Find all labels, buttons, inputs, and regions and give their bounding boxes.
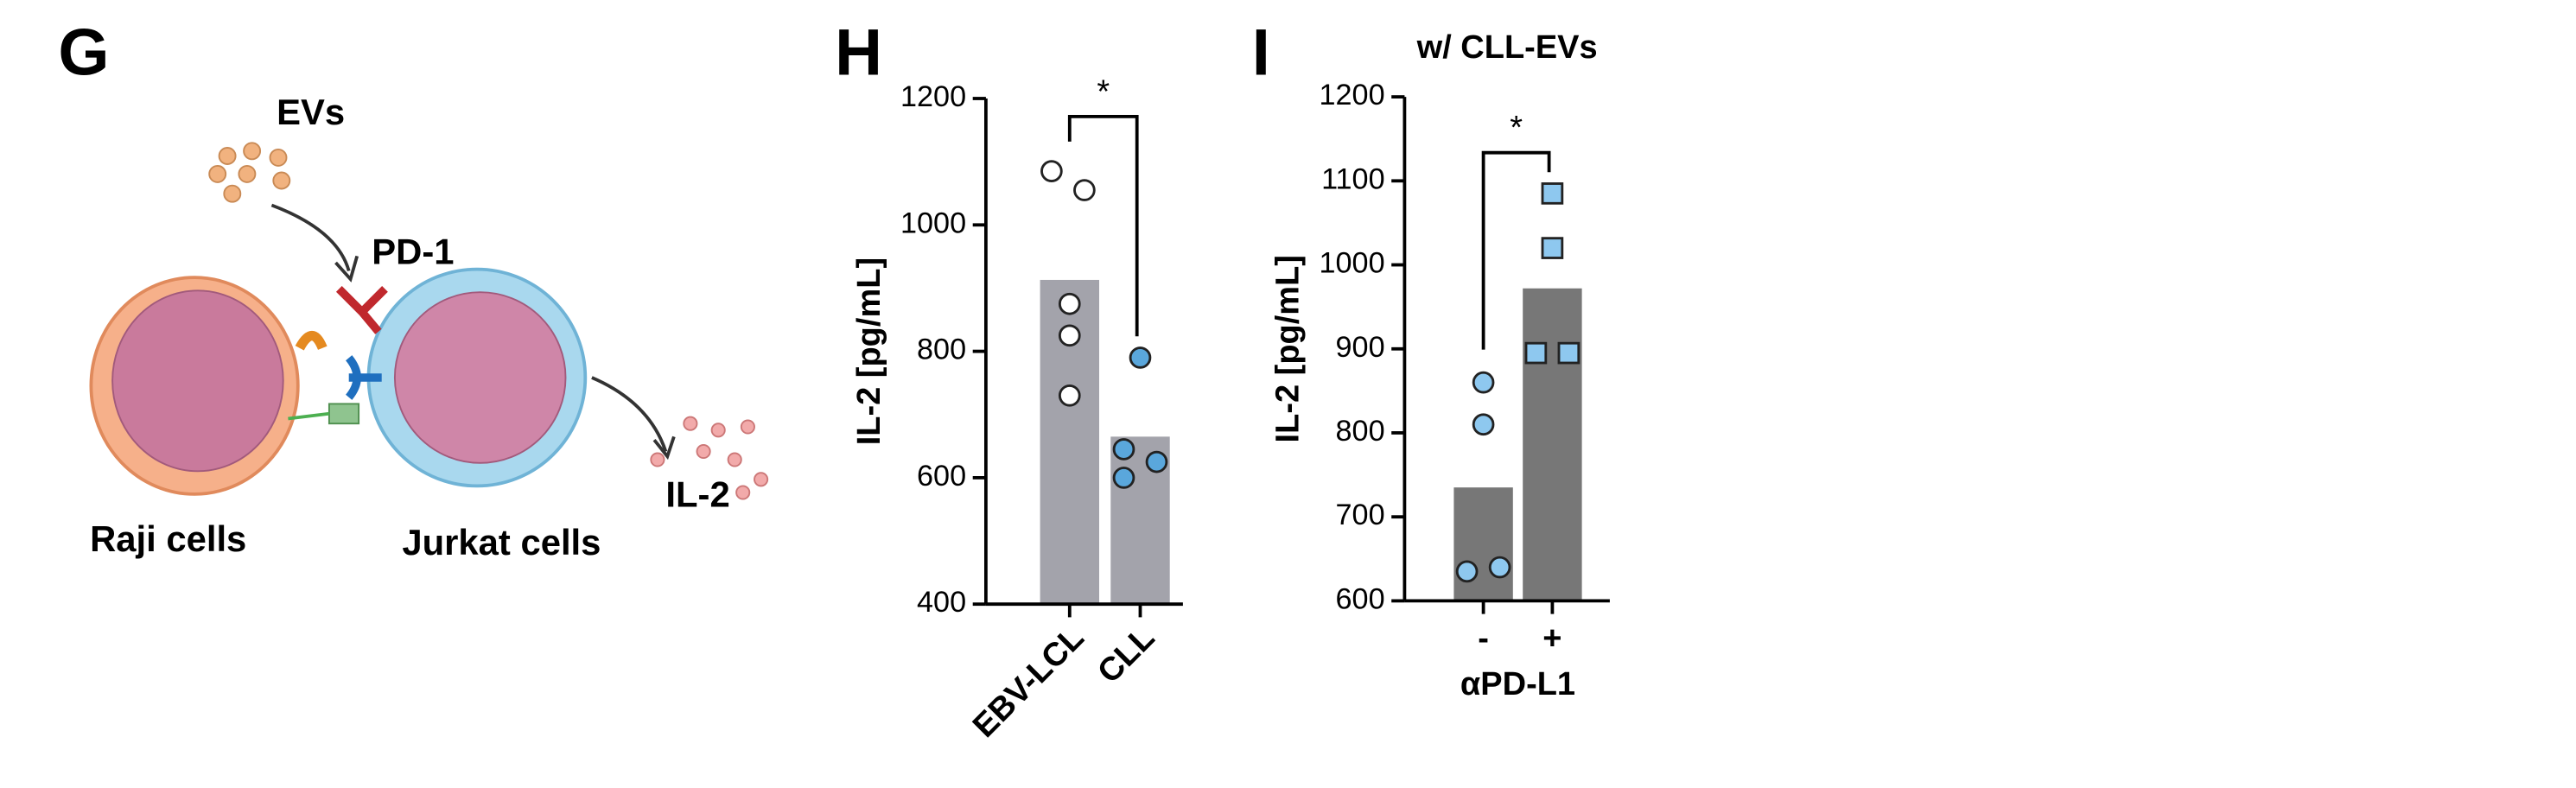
panel-letter: G	[58, 16, 109, 90]
data-point	[1557, 341, 1581, 365]
y-tick-label: 1200	[1320, 79, 1385, 111]
data-point	[1524, 341, 1548, 365]
data-point	[1541, 182, 1564, 205]
x-tick-label: CLL	[1091, 620, 1161, 690]
arrow	[270, 203, 351, 272]
data-point	[1112, 438, 1135, 461]
receptor	[345, 355, 382, 400]
bar	[1453, 487, 1513, 601]
label: EVs	[277, 92, 345, 132]
x-tick-label: -	[1478, 620, 1489, 657]
y-tick-label: 700	[1336, 499, 1385, 531]
panel-letter: I	[1252, 16, 1270, 90]
data-point	[1541, 237, 1564, 259]
pd1-receptor	[335, 286, 388, 334]
data-point	[1058, 292, 1081, 315]
arrow	[591, 376, 668, 453]
y-tick-label: 800	[1336, 415, 1385, 448]
data-point	[1472, 371, 1495, 394]
y-tick-label: 1000	[1320, 247, 1385, 280]
link	[288, 411, 330, 421]
x-tick-label: EBV-LCL	[966, 620, 1091, 745]
significance-bracket	[1067, 115, 1139, 337]
x-tick-label: +	[1542, 620, 1562, 657]
il2-dots	[650, 416, 769, 500]
data-point	[1040, 160, 1063, 182]
y-tick-label: 900	[1336, 331, 1385, 364]
data-point	[1488, 556, 1511, 579]
y-tick-label: 600	[1336, 582, 1385, 615]
panel-letter: H	[835, 16, 882, 90]
panel-g: G EVs PD-1 IL-2 Raji cells Jurkat cells	[58, 16, 769, 562]
data-point	[1472, 413, 1495, 436]
y-tick-label: 600	[917, 460, 966, 492]
data-point	[1145, 450, 1168, 473]
y-tick-label: 400	[917, 586, 966, 619]
label: IL-2	[665, 474, 729, 515]
label: PD-1	[372, 232, 454, 272]
bar	[1523, 288, 1582, 601]
significance-label: *	[1510, 110, 1523, 146]
jurkat-nucleus	[393, 291, 567, 464]
chart-title: w/ CLL-EVs	[1416, 29, 1598, 66]
x-axis-label: αPD-L1	[1460, 666, 1575, 702]
y-tick-label: 800	[917, 334, 966, 366]
y-tick-label: 1000	[900, 207, 966, 239]
data-point	[1058, 384, 1081, 407]
y-axis-label: IL-2 [pg/mL]	[851, 257, 887, 445]
data-point	[1058, 324, 1081, 347]
data-point	[1073, 179, 1096, 201]
significance-label: *	[1097, 73, 1110, 110]
y-tick-label: 1100	[1321, 162, 1385, 195]
ev-dots	[208, 142, 291, 203]
arrow-head	[652, 435, 676, 461]
data-point	[1129, 346, 1152, 369]
pd-l1	[295, 331, 328, 351]
data-point	[1112, 467, 1135, 489]
mhc	[328, 403, 360, 425]
label: Raji cells	[90, 518, 246, 559]
data-point	[1455, 560, 1479, 583]
y-tick-label: 1200	[900, 80, 966, 113]
significance-bracket	[1481, 150, 1551, 350]
label: Jurkat cells	[402, 522, 601, 562]
raji-nucleus	[111, 289, 284, 473]
arrow-head	[334, 255, 359, 283]
y-axis-label: IL-2 [pg/mL]	[1269, 255, 1306, 442]
